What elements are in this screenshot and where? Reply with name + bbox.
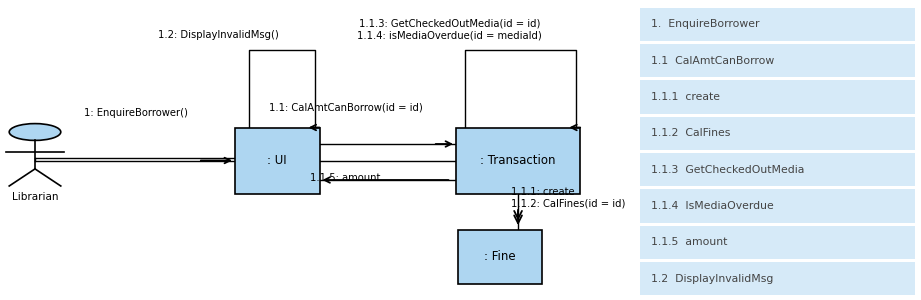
Text: 1.1: CalAmtCanBorrow(id = id): 1.1: CalAmtCanBorrow(id = id): [269, 103, 422, 112]
Text: 1.1.4  IsMediaOverdue: 1.1.4 IsMediaOverdue: [651, 201, 774, 211]
Text: : Fine: : Fine: [484, 250, 516, 263]
Text: 1.1.2  CalFines: 1.1.2 CalFines: [651, 128, 730, 138]
Text: 1: EnquireBorrower(): 1: EnquireBorrower(): [85, 109, 188, 118]
Text: 1.1  CalAmtCanBorrow: 1.1 CalAmtCanBorrow: [651, 56, 775, 66]
Bar: [640, 80, 915, 114]
Text: 1.2: DisplayInvalidMsg(): 1.2: DisplayInvalidMsg(): [157, 31, 279, 40]
Bar: [640, 189, 915, 223]
Circle shape: [9, 124, 61, 140]
Text: 1.  EnquireBorrower: 1. EnquireBorrower: [651, 20, 760, 29]
Bar: [640, 226, 915, 259]
Bar: [640, 8, 915, 41]
Text: 1.1.1  create: 1.1.1 create: [651, 92, 720, 102]
Text: : Transaction: : Transaction: [481, 154, 555, 167]
Text: 1.1.1: create
1.1.2: CalFines(id = id): 1.1.1: create 1.1.2: CalFines(id = id): [511, 187, 625, 208]
Text: 1.1.3: GetCheckedOutMedia(id = id)
1.1.4: isMediaOverdue(id = mediaId): 1.1.3: GetCheckedOutMedia(id = id) 1.1.4…: [357, 19, 542, 40]
Text: : UI: : UI: [267, 154, 287, 167]
Bar: [640, 117, 915, 150]
Bar: [640, 153, 915, 186]
Text: 1.1.5  amount: 1.1.5 amount: [651, 237, 728, 247]
Text: 1.1.3  GetCheckedOutMedia: 1.1.3 GetCheckedOutMedia: [651, 165, 805, 175]
Text: Librarian: Librarian: [12, 192, 58, 202]
Text: 1.2  DisplayInvalidMsg: 1.2 DisplayInvalidMsg: [651, 274, 774, 284]
Bar: [640, 44, 915, 77]
Bar: [458, 230, 542, 284]
Bar: [456, 128, 580, 194]
Bar: [640, 262, 915, 295]
Text: 1.1.5: amount: 1.1.5: amount: [310, 173, 380, 183]
Bar: [235, 128, 320, 194]
